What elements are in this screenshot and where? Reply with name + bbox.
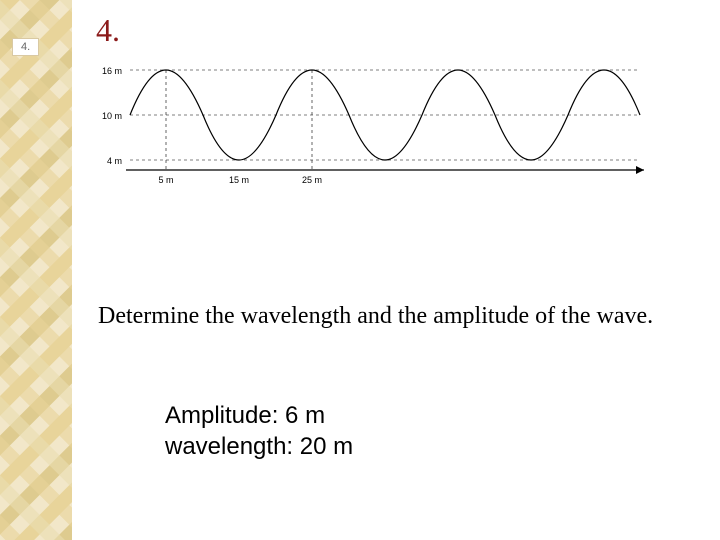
slide-number-box: 4.: [12, 38, 39, 56]
wave-svg: [96, 60, 656, 195]
question-text: Determine the wavelength and the amplitu…: [98, 300, 668, 332]
y-label-4m: 4 m: [96, 156, 122, 166]
y-label-10m: 10 m: [96, 111, 122, 121]
x-label-25m: 25 m: [300, 176, 324, 186]
y-label-16m: 16 m: [96, 66, 122, 76]
wave-diagram: 16 m 10 m 4 m 5 m 15 m 25 m: [96, 60, 656, 200]
answer-block: Amplitude: 6 m wavelength: 20 m: [165, 400, 353, 462]
answer-amplitude: Amplitude: 6 m: [165, 400, 353, 431]
heading-number: 4.: [96, 12, 120, 49]
side-decoration: [0, 0, 72, 540]
slide-number: 4.: [21, 41, 30, 53]
x-label-5m: 5 m: [154, 176, 178, 186]
x-label-15m: 15 m: [227, 176, 251, 186]
answer-wavelength: wavelength: 20 m: [165, 431, 353, 462]
